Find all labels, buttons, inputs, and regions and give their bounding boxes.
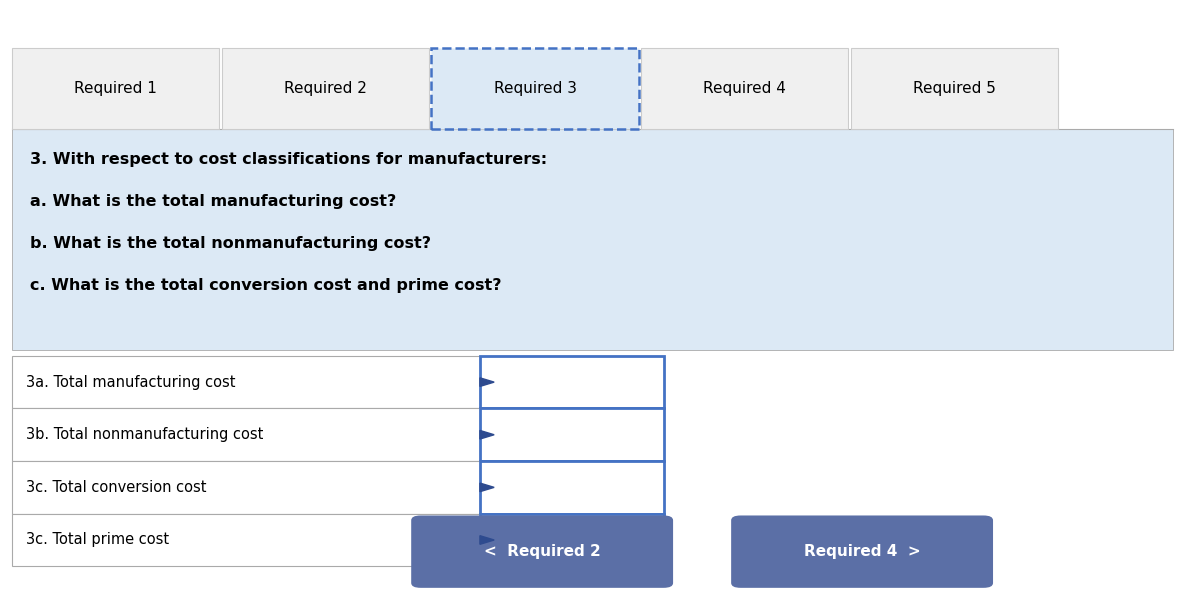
FancyBboxPatch shape — [641, 48, 848, 129]
FancyBboxPatch shape — [12, 129, 1173, 350]
Text: <  Required 2: < Required 2 — [483, 544, 601, 559]
Text: 3c. Total conversion cost: 3c. Total conversion cost — [26, 480, 206, 495]
FancyBboxPatch shape — [480, 408, 664, 461]
Text: 3c. Total prime cost: 3c. Total prime cost — [26, 532, 169, 548]
FancyBboxPatch shape — [12, 461, 480, 514]
Text: 3. With respect to cost classifications for manufacturers:: 3. With respect to cost classifications … — [30, 152, 546, 167]
Polygon shape — [480, 378, 494, 386]
FancyBboxPatch shape — [431, 48, 639, 129]
Text: b. What is the total nonmanufacturing cost?: b. What is the total nonmanufacturing co… — [30, 236, 430, 251]
Text: a. What is the total manufacturing cost?: a. What is the total manufacturing cost? — [30, 194, 396, 209]
Text: Required 4: Required 4 — [704, 81, 786, 96]
FancyBboxPatch shape — [731, 515, 993, 588]
FancyBboxPatch shape — [12, 356, 480, 408]
Text: 3a. Total manufacturing cost: 3a. Total manufacturing cost — [26, 374, 236, 390]
FancyBboxPatch shape — [411, 515, 673, 588]
Polygon shape — [480, 483, 494, 492]
FancyBboxPatch shape — [12, 408, 480, 461]
FancyBboxPatch shape — [480, 356, 664, 408]
FancyBboxPatch shape — [12, 514, 480, 566]
Polygon shape — [480, 536, 494, 544]
Text: Required 4  >: Required 4 > — [803, 544, 921, 559]
FancyBboxPatch shape — [12, 48, 219, 129]
Text: c. What is the total conversion cost and prime cost?: c. What is the total conversion cost and… — [30, 278, 501, 293]
FancyBboxPatch shape — [222, 48, 429, 129]
Text: Required 3: Required 3 — [493, 81, 577, 96]
Text: Required 1: Required 1 — [75, 81, 156, 96]
Text: Required 5: Required 5 — [914, 81, 995, 96]
FancyBboxPatch shape — [480, 514, 664, 566]
FancyBboxPatch shape — [851, 48, 1058, 129]
Text: 3b. Total nonmanufacturing cost: 3b. Total nonmanufacturing cost — [26, 427, 263, 443]
FancyBboxPatch shape — [480, 461, 664, 514]
Text: Required 2: Required 2 — [284, 81, 366, 96]
Polygon shape — [480, 431, 494, 439]
